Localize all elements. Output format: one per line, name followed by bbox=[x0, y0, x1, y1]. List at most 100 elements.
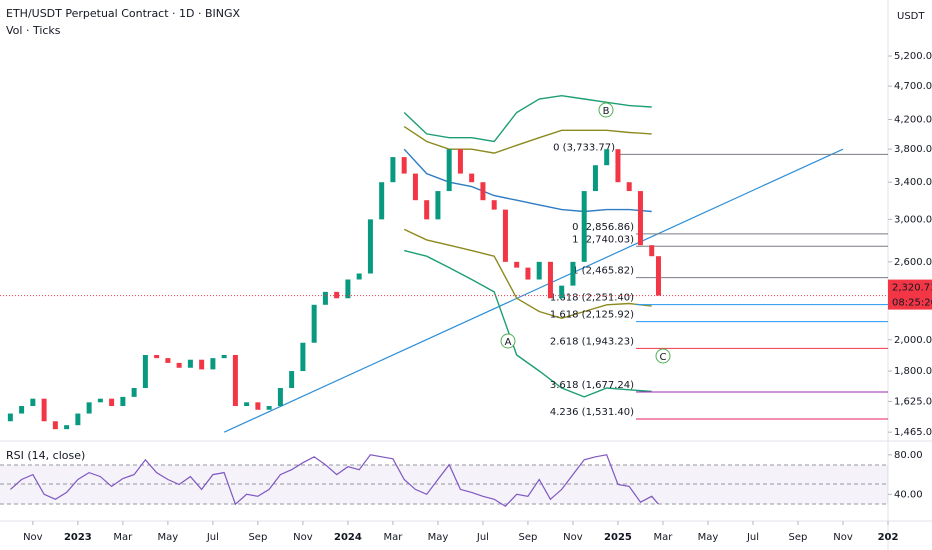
x-tick-label: May bbox=[428, 532, 449, 543]
chart-title: ETH/USDT Perpetual Contract · 1D · BINGX bbox=[6, 7, 241, 20]
candle-body bbox=[232, 354, 238, 407]
candle-body bbox=[266, 406, 272, 410]
candle-body bbox=[277, 388, 283, 407]
candle-body bbox=[300, 342, 306, 372]
countdown: 08:25:26 bbox=[892, 298, 932, 309]
x-tick-label: Jul bbox=[206, 532, 219, 543]
candle-body bbox=[525, 267, 531, 280]
candle-body bbox=[514, 261, 520, 268]
candle-body bbox=[86, 402, 92, 414]
wave-marker bbox=[598, 102, 614, 118]
candle-body bbox=[536, 261, 542, 280]
candle-body bbox=[244, 402, 250, 407]
x-tick-label: Jul bbox=[476, 532, 489, 543]
x-tick-label: Mar bbox=[654, 532, 674, 543]
candle-body bbox=[480, 182, 486, 201]
candle-body bbox=[131, 388, 137, 397]
y-tick-label: 1,625.00 bbox=[894, 396, 932, 407]
y-tick-label: 4,200.00 bbox=[894, 114, 932, 125]
candle-body bbox=[322, 291, 328, 305]
x-tick-label: May bbox=[158, 532, 179, 543]
candle-body bbox=[401, 157, 407, 174]
wave-label: B bbox=[603, 106, 610, 117]
candle-body bbox=[649, 245, 655, 257]
band-line bbox=[403, 94, 652, 143]
candle-body bbox=[311, 304, 317, 343]
currency: USDT bbox=[897, 11, 925, 22]
trendline bbox=[223, 148, 844, 433]
fib-label: 3.618 (1,677.24) bbox=[550, 380, 634, 391]
candle-body bbox=[390, 157, 396, 183]
y-tick-label: 2,600.00 bbox=[894, 257, 932, 268]
x-tick-label: Nov bbox=[293, 532, 313, 543]
candle-body bbox=[334, 291, 340, 299]
candle-body bbox=[435, 191, 441, 220]
x-tick-label: 2023 bbox=[64, 532, 92, 543]
x-tick-label: 2024 bbox=[334, 532, 362, 543]
candle-body bbox=[64, 425, 70, 430]
price-box bbox=[888, 279, 932, 310]
x-tick-label: Nov bbox=[833, 532, 853, 543]
fib-label: 4.236 (1,531.40) bbox=[550, 407, 634, 418]
x-tick-label: Jul bbox=[746, 532, 759, 543]
candle-body bbox=[210, 358, 216, 370]
candle-body bbox=[289, 371, 295, 389]
x-tick-label: Sep bbox=[519, 532, 538, 543]
candle-body bbox=[655, 256, 661, 296]
fib-label: 1.618 (2,125.92) bbox=[550, 310, 634, 321]
rsi-title: RSI (14, close) bbox=[6, 449, 85, 462]
candle-body bbox=[547, 261, 553, 299]
y-tick-label: 1,465.00 bbox=[894, 427, 932, 438]
y-tick-label: 3,400.00 bbox=[894, 177, 932, 188]
candle-body bbox=[424, 200, 430, 220]
candle-body bbox=[592, 165, 598, 192]
rsi-tick-label: 80.00 bbox=[894, 450, 923, 461]
x-tick-label: Mar bbox=[113, 532, 133, 543]
y-tick-label: 5,200.00 bbox=[894, 51, 932, 62]
x-tick-label: Nov bbox=[23, 532, 43, 543]
band-line bbox=[403, 228, 652, 320]
candle-body bbox=[457, 149, 463, 174]
x-tick-label: Nov bbox=[563, 532, 583, 543]
candle-body bbox=[41, 398, 47, 422]
candle-body bbox=[221, 354, 227, 359]
candle-body bbox=[176, 362, 182, 368]
wave-label: C bbox=[660, 352, 667, 363]
y-tick-label: 3,000.00 bbox=[894, 214, 932, 225]
candle-body bbox=[502, 209, 508, 262]
price-label: 2,320.73 bbox=[892, 283, 932, 294]
candle-body bbox=[412, 173, 418, 201]
candle-body bbox=[120, 396, 126, 407]
candle-body bbox=[52, 421, 58, 430]
candle-body bbox=[7, 413, 13, 422]
y-tick-label: 1,800.00 bbox=[894, 366, 932, 377]
x-tick-label: Sep bbox=[248, 532, 267, 543]
chart-subtitle: Vol · Ticks bbox=[6, 24, 61, 37]
fib-label: 0 (3,733.77) bbox=[553, 142, 615, 153]
candle-body bbox=[97, 398, 103, 403]
rsi-tick-label: 40.00 bbox=[894, 489, 923, 500]
candle-body bbox=[469, 173, 475, 183]
candle-body bbox=[142, 354, 148, 389]
candle-body bbox=[570, 261, 576, 286]
candle-body bbox=[165, 358, 171, 363]
candle-body bbox=[626, 182, 632, 192]
candle-body bbox=[604, 149, 610, 166]
fib-label: 0 (2,856.86) bbox=[572, 222, 634, 233]
candle-body bbox=[19, 406, 25, 414]
candle-body bbox=[581, 191, 587, 262]
candle-body bbox=[75, 413, 81, 426]
candle-body bbox=[367, 219, 373, 274]
fib-label: 1.618 (2,251.40) bbox=[550, 293, 634, 304]
x-tick-label: Sep bbox=[789, 532, 808, 543]
wave-label: A bbox=[505, 337, 512, 348]
wave-marker bbox=[655, 348, 671, 364]
candle-body bbox=[199, 359, 205, 370]
candle-body bbox=[30, 398, 36, 407]
candle-body bbox=[637, 191, 643, 246]
candle-body bbox=[109, 398, 115, 407]
rsi-line bbox=[10, 454, 659, 507]
y-tick-label: 2,000.00 bbox=[894, 335, 932, 346]
